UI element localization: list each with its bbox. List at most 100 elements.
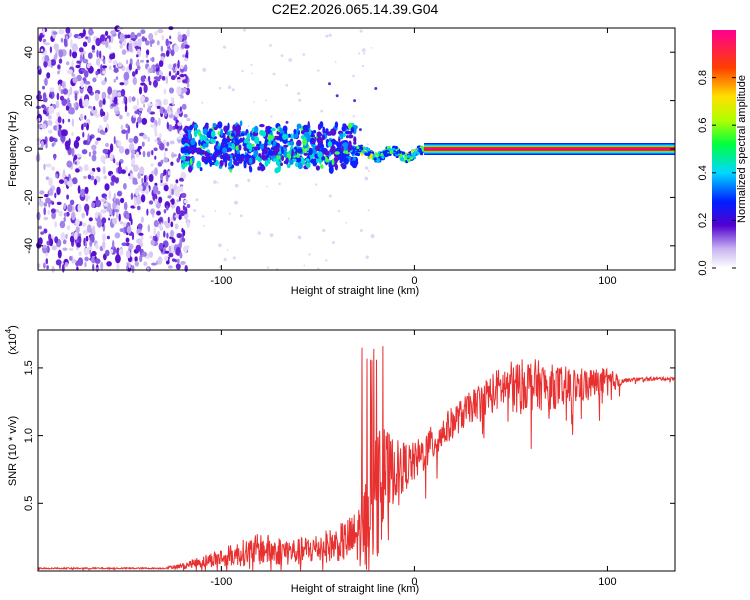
spectrogram-cell [147,103,153,107]
spectrogram-x-tick-label: -100 [210,275,232,287]
snr-panel: -100 0 100 0.5 1.0 1.5 Height of straight lin… [4,325,676,595]
spectrogram-cell [170,221,174,228]
spectrogram-cell [58,210,63,217]
spectrogram-cell [102,70,107,75]
spectrogram-cell [44,77,48,87]
spectrogram-cell [168,111,172,115]
spectrogram-cell [140,95,145,102]
spectrogram-cell [346,135,349,139]
spectrogram-cell [358,128,362,132]
spectrogram-cell [221,137,228,145]
spectrogram-cell [39,190,45,195]
spectrogram-cell [214,210,217,212]
spectrogram-cell [82,28,86,37]
spectrogram-cell [123,183,127,190]
spectrogram-cell [97,168,101,173]
spectrogram-cell [167,63,173,70]
spectrogram-cell [61,129,67,137]
spectrogram-cell [332,140,337,145]
spectrogram-cell [176,70,180,76]
spectrogram-cell [222,45,227,49]
spectrogram-cell [240,132,245,137]
spectrogram-cell [53,153,56,161]
spectrogram-cell [218,265,222,269]
spectrogram-cell [182,54,185,58]
spectrogram-cell [274,146,280,153]
spectrogram-cell [62,118,65,124]
spectrogram-cell [133,198,137,208]
spectrogram-cell [179,177,184,182]
spectrogram-cell [48,93,53,98]
spectrogram-cell [182,79,188,84]
spectrogram-cell [119,82,125,86]
spectrogram-cell [241,69,244,73]
spectrogram-cell [266,266,270,269]
spectrogram-cell [345,221,348,224]
spectrogram-cell [123,95,126,104]
spectrogram-cell [181,137,188,141]
spectrogram-cell [149,235,153,239]
spectrogram-cell [247,125,250,127]
spectrogram-cell [77,233,82,237]
spectrogram-cell [142,134,148,140]
spectrogram-cell [99,34,105,43]
spectrogram-cell [188,132,191,140]
spectrogram-cell [273,158,278,162]
chart-title: C2E2.2026.065.14.39.G04 [272,1,439,17]
spectrogram-cell [124,166,128,173]
spectrogram-cell [148,173,154,183]
spectrogram-cell [143,96,149,103]
spectrogram-cell [276,155,281,160]
spectrogram-cell [75,153,82,158]
spectrogram-cell [44,55,50,63]
spectrogram-cell [316,158,319,164]
spectrogram-cell [48,177,53,187]
spectrogram-cell [296,127,300,133]
spectrogram-cell [261,150,265,157]
spectrogram-cell [114,232,121,239]
spectrogram-cell [141,141,145,147]
spectrogram-cell [359,229,363,232]
spectrogram-cell [302,124,309,131]
spectrogram-cell [130,192,134,200]
spectrogram-cell [113,192,116,202]
spectrogram-cell [139,166,145,175]
spectrogram-cell [93,106,96,111]
spectrogram-cell [214,148,218,155]
spectrogram-cell [154,198,158,205]
spectrogram-cell [309,129,312,136]
spectrogram-x-tick-label: 0 [411,275,417,287]
spectrogram-cell [119,228,125,233]
spectrogram-cell [133,105,139,111]
spectrogram-cell [364,166,369,170]
spectrogram-cell [135,151,140,158]
spectrogram-cell [370,47,373,49]
spectrogram-cell [163,184,169,192]
spectrogram-cell [84,186,89,194]
spectrogram-cell [83,175,87,180]
spectrogram-cell [118,213,121,222]
spectrogram-cell [83,122,87,128]
spectrogram-cell [40,123,47,130]
spectrogram-cell [147,224,150,233]
spectrogram-cell [124,34,128,39]
spectrogram-cell [84,115,87,120]
spectrogram-cell [222,155,226,163]
spectrogram-cell [103,202,108,207]
spectrogram-cell [270,115,273,118]
spectrogram-cell [347,144,351,153]
spectrogram-cell [36,94,43,101]
spectrogram-cell [169,187,172,196]
spectrogram-cell [264,160,269,167]
spectrogram-cell [328,194,332,198]
spectrogram-cell [69,86,73,96]
spectrogram-cell [88,30,95,35]
spectrogram-cell [305,161,311,169]
spectrogram-cell [287,133,291,138]
spectrogram-cell [65,105,70,111]
spectrogram-cell [231,88,235,92]
spectrogram-cell [212,123,217,128]
spectrogram-y-tick-label: 20 [23,94,35,106]
spectrogram-cell [96,49,99,58]
spectrogram-cell [101,80,106,86]
